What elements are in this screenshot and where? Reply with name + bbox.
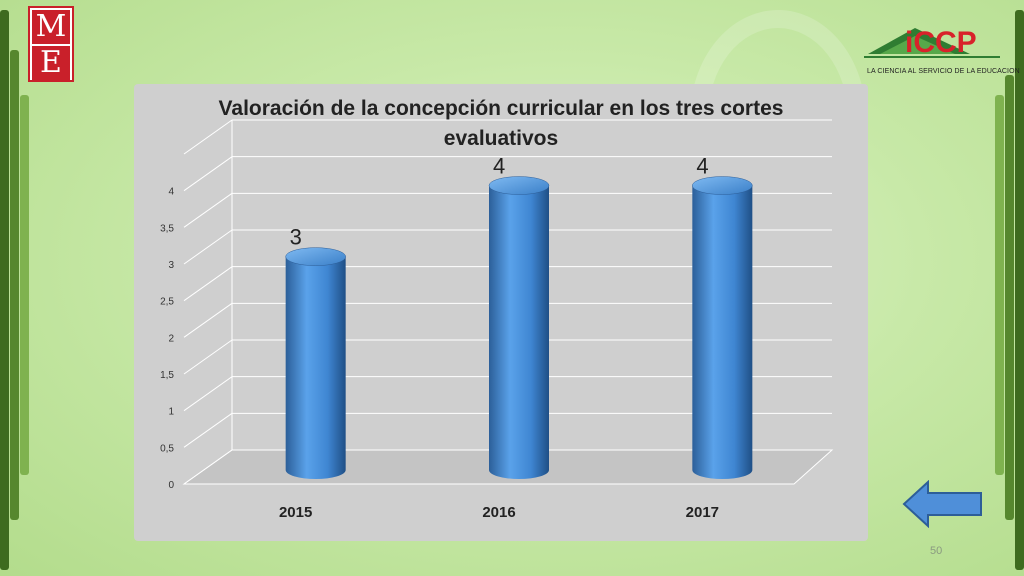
gridline-side xyxy=(183,302,233,338)
y-tick-label: 1,5 xyxy=(160,370,174,381)
y-tick-label: 4 xyxy=(168,187,174,198)
gridline-side xyxy=(183,376,233,412)
bar-chart: 0 0,5 1 1,5 2 2,5 3 3,5 4 3 2015 4 2016 4 2017 xyxy=(160,119,834,521)
bar-top-2017 xyxy=(692,176,753,195)
x-category-label: 2016 xyxy=(482,504,515,521)
me-logo: M E xyxy=(28,6,74,82)
gridline-side xyxy=(183,449,233,485)
y-tick-label: 2,5 xyxy=(160,297,174,308)
data-label: 4 xyxy=(696,154,708,179)
left-decor-bar-mid xyxy=(10,50,19,520)
me-logo-letter-e: E xyxy=(32,46,70,80)
y-tick-label: 0,5 xyxy=(160,443,174,454)
y-tick-label: 3,5 xyxy=(160,223,174,234)
page-number: 50 xyxy=(930,545,943,557)
x-category-label: 2015 xyxy=(279,504,312,521)
chart-panel: Valoración de la concepción curricular e… xyxy=(134,84,868,541)
bar-top-2015 xyxy=(285,247,346,266)
right-decor-bar-light xyxy=(995,95,1004,475)
bar-2015 xyxy=(285,256,346,479)
gridline-side xyxy=(183,266,233,302)
gridline-side xyxy=(183,412,233,448)
y-tick-label: 3 xyxy=(168,260,174,271)
gridline-side xyxy=(183,229,233,265)
data-label: 4 xyxy=(493,154,505,179)
left-decor-bar-dark xyxy=(0,10,9,570)
x-category-label: 2017 xyxy=(686,504,719,521)
bar-2016 xyxy=(489,185,549,480)
gridline-side xyxy=(183,119,233,155)
gridline-side xyxy=(183,156,233,192)
gridline-side xyxy=(183,339,233,375)
bar-top-2016 xyxy=(488,176,550,195)
iccp-logo-text: iCCP xyxy=(905,26,977,59)
y-tick-label: 0 xyxy=(168,480,174,491)
left-arrow-icon[interactable] xyxy=(902,480,984,528)
bar-2017 xyxy=(692,185,753,480)
right-decor-bar-mid xyxy=(1005,75,1014,520)
gridline-side xyxy=(183,192,233,228)
me-logo-letter-m: M xyxy=(32,10,70,44)
left-decor-bar-light xyxy=(20,95,29,475)
iccp-logo: iCCP xyxy=(864,26,1000,59)
right-decor-bar-dark xyxy=(1015,10,1024,570)
y-tick-label: 1 xyxy=(168,407,174,418)
y-tick-label: 2 xyxy=(168,333,174,344)
data-label: 3 xyxy=(290,225,302,250)
iccp-tagline: LA CIENCIA AL SERVICIO DE LA EDUCACION xyxy=(867,68,1020,75)
chart-title: Valoración de la concepción curricular e… xyxy=(218,97,784,150)
